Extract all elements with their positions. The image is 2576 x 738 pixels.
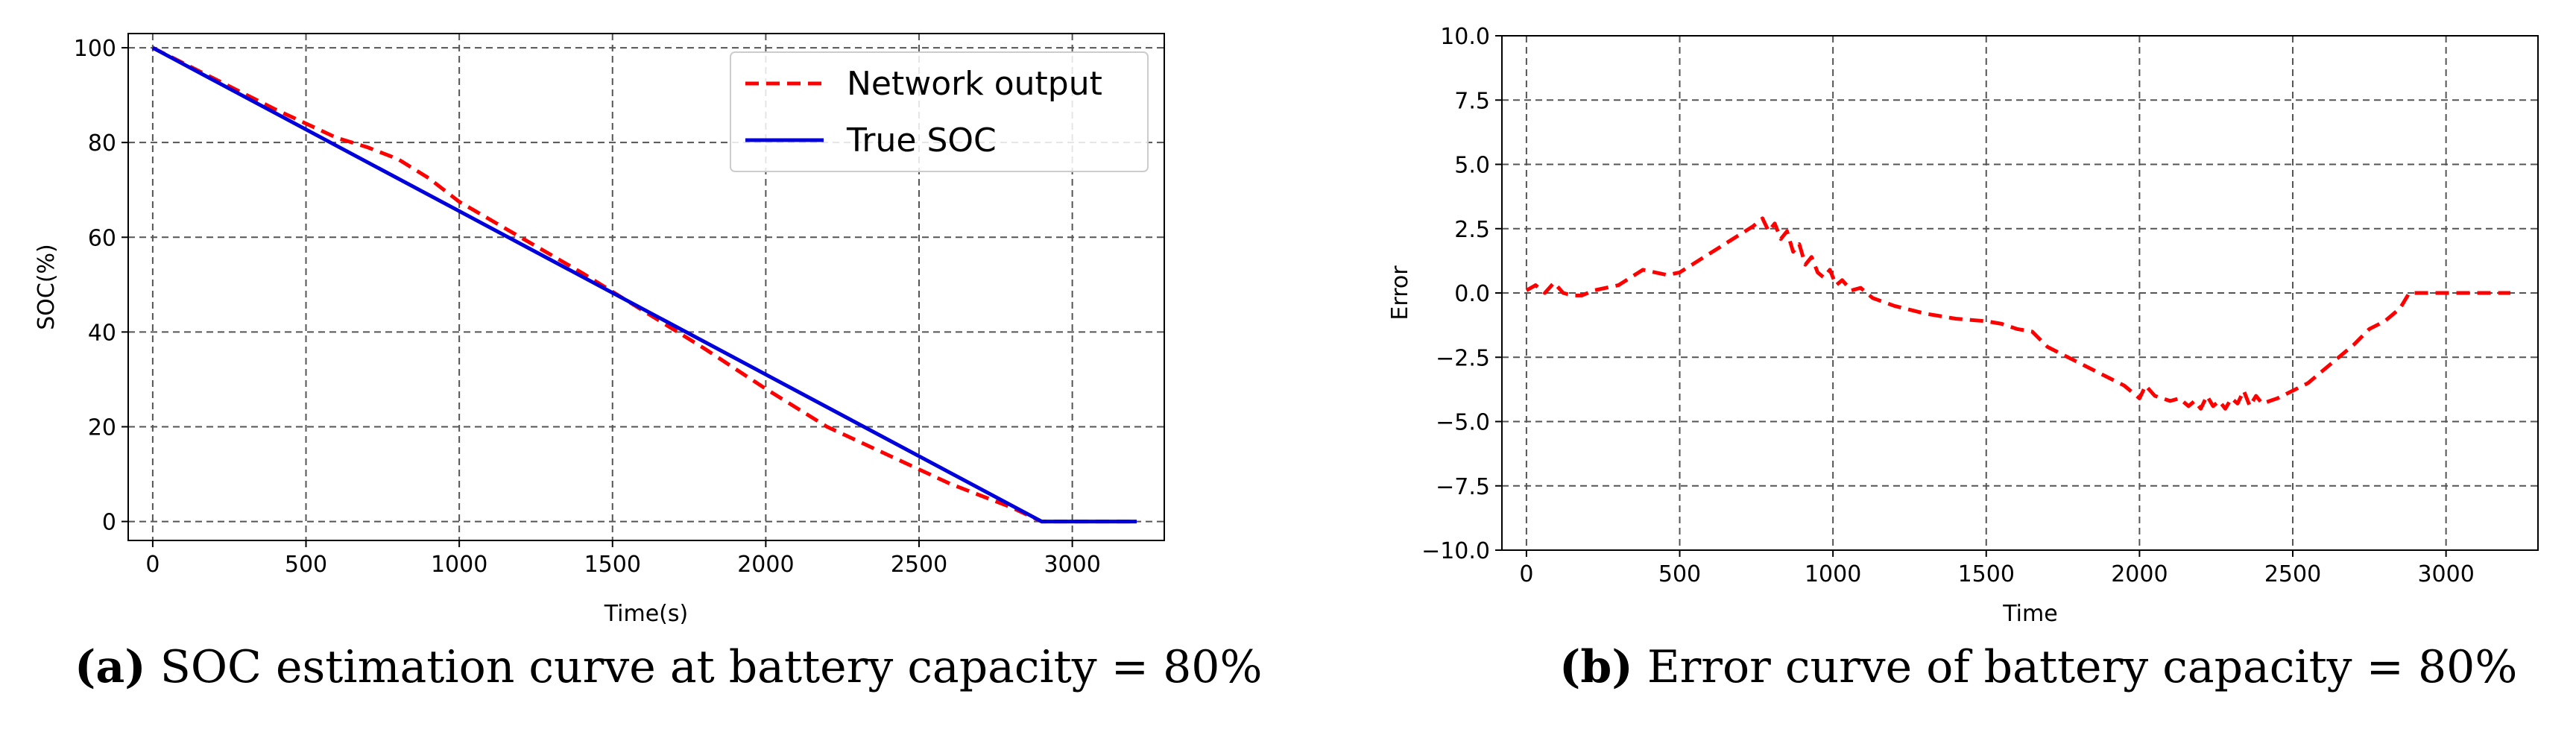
chart-a-series — [151, 45, 1137, 524]
x-tick-label: 2000 — [737, 552, 794, 578]
x-tick-label: 0 — [145, 552, 160, 578]
caption-b-tag: (b) — [1559, 641, 1633, 693]
chart-a-x-label: Time(s) — [604, 601, 688, 627]
chart-a-frame — [127, 33, 1165, 541]
y-tick-label: −10.0 — [1421, 538, 1490, 564]
y-tick-label: 10.0 — [1440, 24, 1490, 50]
x-tick-label: 1000 — [431, 552, 487, 578]
x-tick-label: 3000 — [1044, 552, 1100, 578]
y-tick-label: 0.0 — [1454, 281, 1490, 307]
y-tick-label: −2.5 — [1436, 345, 1490, 371]
series-line-error — [1525, 216, 2510, 411]
y-tick-label: 7.5 — [1454, 88, 1490, 114]
chart-b-ticks: 0 500 1000 1500 2000 2500 3000 −10.0 −7.5 −5.0 −2.… — [1421, 24, 2475, 587]
x-tick-label: 2500 — [891, 552, 947, 578]
y-tick-label: 20 — [88, 414, 116, 441]
x-tick-label: 1000 — [1805, 561, 1861, 587]
chart-b-x-label: Time — [2002, 601, 2057, 627]
chart-b-grid — [1502, 35, 2538, 551]
soc-estimation-chart: 0 500 1000 1500 2000 2500 3000 0 20 40 60 80 100 Tim… — [34, 33, 1165, 627]
x-tick-label: 2000 — [2111, 561, 2168, 587]
y-tick-label: 60 — [88, 225, 116, 251]
y-tick-label: −5.0 — [1436, 410, 1490, 436]
legend-box — [730, 51, 1149, 172]
y-tick-label: 80 — [88, 130, 116, 157]
error-chart: 0 500 1000 1500 2000 2500 3000 −10.0 −7.5 −5.0 −2.… — [1387, 24, 2539, 627]
y-tick-label: 5.0 — [1454, 153, 1490, 179]
x-tick-label: 2500 — [2264, 561, 2321, 587]
caption-b: (b) Error curve of battery capacity = 80… — [1559, 641, 2517, 693]
x-tick-label: 3000 — [2417, 561, 2474, 587]
caption-a: (a) SOC estimation curve at battery capa… — [75, 641, 1262, 693]
caption-a-tag: (a) — [75, 641, 146, 693]
chart-b-series — [1525, 216, 2510, 411]
x-tick-label: 500 — [1658, 561, 1701, 587]
y-tick-label: 0 — [102, 510, 116, 536]
series-line-true-soc — [151, 45, 1137, 524]
y-tick-label: 100 — [74, 36, 116, 62]
caption-a-text: SOC estimation curve at battery capacity… — [160, 641, 1263, 693]
y-tick-label: 2.5 — [1454, 217, 1490, 243]
y-tick-label: −7.5 — [1436, 474, 1490, 500]
legend-network-label: Network output — [847, 65, 1102, 103]
series-line-network-output — [151, 45, 1137, 524]
caption-b-text: Error curve of battery capacity = 80% — [1647, 641, 2518, 693]
x-tick-label: 0 — [1519, 561, 1533, 587]
chart-b-y-label: Error — [1387, 265, 1413, 321]
y-tick-label: 40 — [88, 320, 116, 346]
chart-a-legend: Network output True SOC — [730, 51, 1149, 172]
x-tick-label: 1500 — [584, 552, 641, 578]
legend-true-soc-label: True SOC — [846, 122, 997, 160]
chart-a-ticks: 0 500 1000 1500 2000 2500 3000 0 20 40 60 80 100 — [74, 36, 1101, 578]
x-tick-label: 1500 — [1958, 561, 2015, 587]
x-tick-label: 500 — [285, 552, 327, 578]
chart-a-y-label: SOC(%) — [34, 244, 60, 330]
figure-canvas: 0 500 1000 1500 2000 2500 3000 0 20 40 60 80 100 Tim… — [34, 24, 2539, 627]
